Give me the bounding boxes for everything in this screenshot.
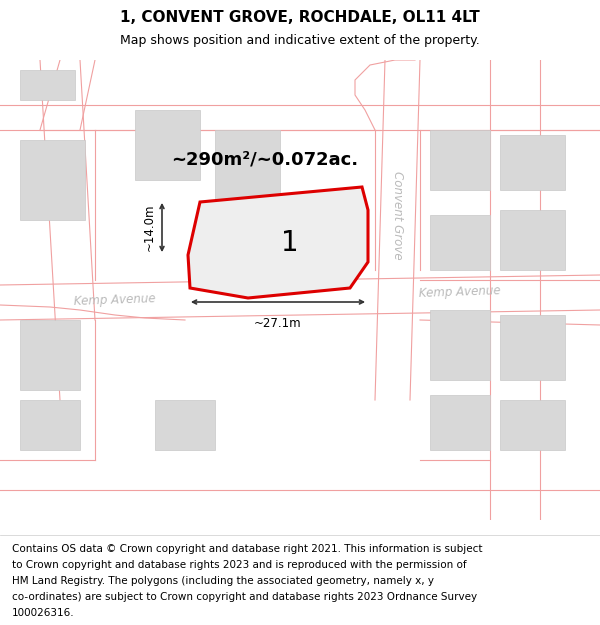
Bar: [20, 140, 85, 220]
Bar: [430, 395, 490, 450]
Bar: [430, 130, 490, 190]
Text: 100026316.: 100026316.: [12, 608, 74, 618]
Bar: [135, 110, 200, 180]
Text: ~14.0m: ~14.0m: [143, 204, 156, 251]
Text: Contains OS data © Crown copyright and database right 2021. This information is : Contains OS data © Crown copyright and d…: [12, 544, 482, 554]
Bar: [20, 320, 80, 390]
Text: Kemp Avenue: Kemp Avenue: [419, 284, 501, 300]
Text: 1: 1: [281, 229, 299, 257]
Bar: [500, 210, 565, 270]
Bar: [430, 215, 490, 270]
Bar: [20, 400, 80, 450]
Text: to Crown copyright and database rights 2023 and is reproduced with the permissio: to Crown copyright and database rights 2…: [12, 560, 467, 570]
Bar: [215, 130, 280, 210]
Text: co-ordinates) are subject to Crown copyright and database rights 2023 Ordnance S: co-ordinates) are subject to Crown copyr…: [12, 592, 477, 602]
Bar: [430, 310, 490, 380]
Text: Kemp Avenue: Kemp Avenue: [74, 292, 156, 308]
Bar: [500, 400, 565, 450]
Bar: [500, 315, 565, 380]
Text: ~290m²/~0.072ac.: ~290m²/~0.072ac.: [172, 151, 359, 169]
Text: Map shows position and indicative extent of the property.: Map shows position and indicative extent…: [120, 34, 480, 48]
Text: HM Land Registry. The polygons (including the associated geometry, namely x, y: HM Land Registry. The polygons (includin…: [12, 576, 434, 586]
Bar: [500, 135, 565, 190]
Bar: [215, 220, 275, 260]
Text: ~27.1m: ~27.1m: [254, 317, 302, 330]
Text: 1, CONVENT GROVE, ROCHDALE, OL11 4LT: 1, CONVENT GROVE, ROCHDALE, OL11 4LT: [120, 11, 480, 26]
Bar: [20, 70, 75, 100]
Text: Convent Grove: Convent Grove: [392, 171, 404, 259]
Polygon shape: [188, 187, 368, 298]
Bar: [155, 400, 215, 450]
